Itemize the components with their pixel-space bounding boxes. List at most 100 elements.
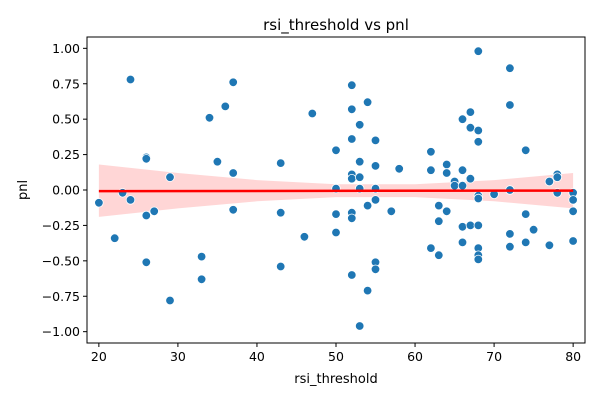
data-point — [505, 100, 515, 110]
data-point — [473, 193, 484, 204]
data-point — [196, 274, 207, 285]
data-point — [347, 213, 357, 224]
data-point — [228, 168, 238, 178]
data-point — [434, 200, 444, 211]
data-point — [228, 205, 238, 215]
x-tick-label: 80 — [565, 349, 581, 364]
data-point — [220, 101, 231, 112]
data-point — [117, 188, 128, 198]
y-tick-label: −0.75 — [42, 289, 80, 304]
data-point — [473, 125, 484, 136]
x-axis-ticks: 20 30 40 50 60 70 80 — [91, 343, 581, 364]
data-point — [370, 135, 381, 146]
y-tick-label: 0.75 — [52, 76, 80, 91]
data-point — [473, 254, 484, 265]
data-point — [370, 264, 381, 275]
data-point — [109, 233, 120, 243]
data-point — [521, 145, 531, 156]
data-point — [355, 172, 365, 182]
data-point — [276, 158, 286, 168]
data-point — [141, 154, 152, 164]
data-point — [552, 172, 563, 182]
data-point — [457, 237, 468, 248]
data-point — [347, 104, 357, 115]
data-point — [473, 46, 484, 56]
y-tick-label: 0.50 — [52, 112, 80, 127]
data-point — [307, 108, 318, 119]
data-point — [457, 222, 468, 232]
y-axis-label: pnl — [16, 180, 31, 200]
data-point — [386, 206, 397, 217]
data-point — [568, 236, 578, 246]
data-point — [331, 145, 341, 156]
x-tick-label: 40 — [249, 349, 265, 364]
data-point — [465, 107, 476, 117]
data-point — [521, 209, 531, 219]
data-point — [362, 200, 373, 211]
data-point — [204, 113, 215, 123]
data-point — [465, 173, 476, 184]
data-point — [355, 321, 365, 331]
y-tick-label: −0.50 — [42, 253, 80, 268]
data-point — [370, 195, 381, 205]
data-point — [426, 165, 436, 175]
data-point — [442, 159, 452, 170]
data-point — [434, 250, 444, 260]
x-tick-label: 30 — [170, 349, 186, 364]
data-point — [125, 195, 136, 205]
chart-title: rsi_threshold vs pnl — [263, 16, 409, 35]
y-tick-label: −0.25 — [42, 218, 80, 233]
x-tick-label: 70 — [486, 349, 502, 364]
data-point — [442, 168, 452, 178]
data-point — [394, 164, 404, 174]
data-point — [434, 216, 444, 226]
data-point — [299, 232, 310, 242]
data-point — [465, 220, 476, 231]
data-point — [370, 161, 381, 171]
data-points-layer — [94, 46, 578, 331]
data-point — [442, 206, 452, 217]
data-point — [457, 180, 468, 191]
data-point — [141, 210, 152, 221]
data-point — [544, 240, 555, 251]
data-point — [362, 97, 373, 107]
y-axis-ticks: −1.00 −0.75 −0.50 −0.25 0.00 0.25 0.50 0.75 1.00 — [42, 41, 87, 339]
data-point — [347, 173, 357, 184]
y-tick-label: −1.00 — [42, 324, 80, 339]
fit-line — [98, 189, 574, 193]
x-tick-label: 50 — [328, 349, 344, 364]
data-point — [505, 63, 515, 73]
data-point — [457, 165, 468, 175]
data-point — [331, 209, 341, 219]
data-point — [426, 147, 436, 157]
data-point — [362, 285, 373, 296]
data-point — [505, 229, 515, 239]
y-tick-label: 1.00 — [52, 41, 80, 56]
data-point — [355, 120, 365, 130]
data-point — [505, 241, 515, 252]
data-point — [165, 295, 175, 306]
data-point — [347, 270, 357, 280]
x-axis-label: rsi_threshold — [294, 372, 377, 387]
data-point — [141, 257, 152, 268]
data-point — [125, 74, 136, 85]
data-point — [426, 243, 436, 253]
data-point — [276, 207, 286, 218]
data-point — [568, 195, 578, 205]
data-point — [347, 134, 357, 144]
y-tick-label: 0.00 — [52, 183, 80, 198]
data-point — [528, 224, 539, 235]
fit-line-layer — [98, 189, 574, 193]
data-point — [355, 156, 365, 167]
x-tick-label: 20 — [91, 349, 107, 364]
data-point — [94, 198, 104, 208]
data-point — [568, 206, 578, 217]
data-point — [521, 237, 531, 248]
data-point — [165, 172, 175, 182]
data-point — [212, 156, 223, 167]
data-point — [196, 251, 207, 262]
data-point — [473, 137, 484, 147]
data-point — [228, 77, 238, 88]
y-tick-label: 0.25 — [52, 147, 80, 162]
